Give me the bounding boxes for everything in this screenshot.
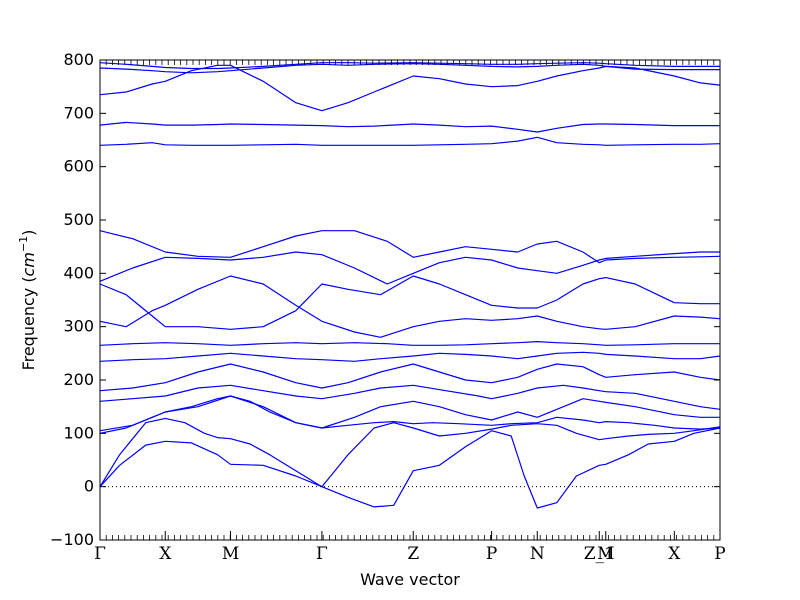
y-tick-label: 500 — [63, 210, 94, 229]
band-line-11 — [99, 251, 720, 285]
kpoint-label: M — [597, 544, 614, 564]
plot-frame — [99, 59, 721, 541]
kpoint-label: P — [486, 544, 497, 564]
band-line-5 — [99, 384, 721, 410]
y-axis-label: Frequency (cm−1) — [17, 230, 38, 371]
y-tick-label: 0 — [84, 477, 94, 496]
kpoint-label: Z_1 — [584, 544, 615, 564]
y-tick-label: 600 — [63, 157, 94, 176]
band-line-1 — [99, 427, 721, 509]
band-line-8 — [99, 341, 720, 346]
band-line-2 — [99, 417, 721, 488]
band-line-13 — [99, 136, 721, 146]
y-tick-label: 400 — [63, 263, 94, 282]
band-lines — [99, 62, 721, 509]
band-line-6 — [99, 363, 721, 392]
y-tick-label: 700 — [63, 103, 94, 122]
kpoint-label: Γ — [316, 544, 328, 564]
y-axis-label-suffix: ) — [19, 230, 38, 236]
y-tick-label: 300 — [63, 317, 94, 336]
kpoint-label: N — [530, 544, 545, 564]
kpoint-label: X — [159, 544, 172, 564]
y-axis-ticks: −100 0 100 200 300 400 500 600 700 800 — [50, 50, 720, 549]
y-tick-label: 800 — [63, 50, 94, 69]
kpoint-label: M — [222, 544, 239, 564]
x-axis-label: Wave vector — [360, 570, 460, 589]
band-line-3 — [99, 395, 721, 434]
band-line-7 — [99, 351, 721, 362]
kpoint-ticks: Γ X M Γ Z P N Z_1M X P — [94, 531, 726, 564]
y-axis-label-exponent: −1 — [17, 236, 30, 252]
band-line-9 — [99, 275, 721, 338]
y-tick-label: −100 — [50, 530, 94, 549]
y-axis-label-unit: cm — [19, 252, 38, 276]
kpoint-label: Z — [407, 544, 419, 564]
kpoint-label: P — [714, 544, 725, 564]
band-line-4 — [99, 395, 720, 432]
y-tick-label: 200 — [63, 370, 94, 389]
band-line-12 — [99, 230, 721, 264]
kpoint-label: Γ — [94, 544, 106, 564]
band-line-16 — [99, 63, 720, 74]
band-line-15 — [99, 64, 721, 112]
kpoint-label: X — [668, 544, 681, 564]
band-line-14 — [99, 121, 720, 133]
band-line-17 — [99, 62, 720, 70]
y-axis-label-prefix: Frequency ( — [19, 276, 38, 370]
y-tick-label: 100 — [63, 423, 94, 442]
minor-x-ticks — [99, 60, 721, 540]
band-line-10 — [99, 275, 720, 330]
